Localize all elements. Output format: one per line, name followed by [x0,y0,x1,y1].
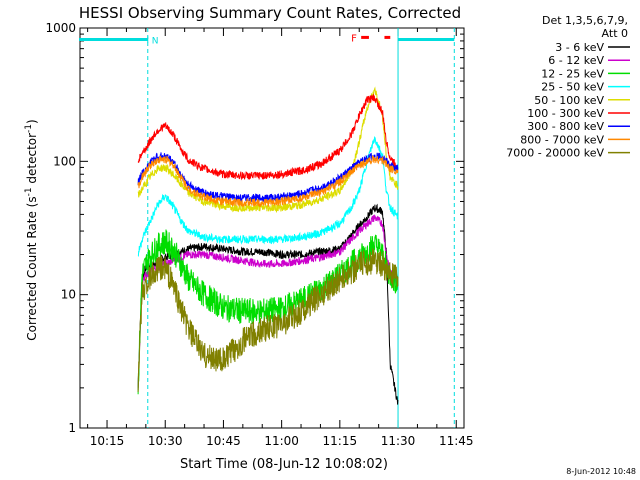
series-line-5 [137,93,399,181]
x-tick-label: 10:30 [148,434,183,448]
y-tick-label: 10 [61,288,76,302]
timestamp: 8-Jun-2012 10:48 [566,467,636,476]
x-tick-label: 11:30 [381,434,416,448]
series-line-3 [137,136,399,257]
series-line-0 [137,203,399,405]
x-tick-label: 11:00 [264,434,299,448]
legend-label: 25 - 50 keV [541,81,604,94]
legend-label: 6 - 12 keV [548,54,604,67]
legend-label: 3 - 6 keV [555,41,604,54]
legend-label: 50 - 100 keV [534,94,604,107]
legend-label: 7000 - 20000 keV [506,147,604,160]
series-line-7 [137,154,399,208]
x-tick-label: 11:15 [323,434,358,448]
legend-label: 12 - 25 keV [541,67,604,80]
x-tick-label: 10:45 [206,434,241,448]
x-axis-label: Start Time (08-Jun-12 10:08:02) [180,457,388,472]
legend-header-1: Det 1,3,5,6,7,9, [542,14,628,27]
y-axis-label: Corrected Count Rate (s-1 detector-1) [24,119,39,340]
chart-title: HESSI Observing Summary Count Rates, Cor… [79,4,461,22]
series-line-2 [137,229,399,395]
legend-label: 800 - 7000 keV [520,133,604,146]
plot-area: 1 10 100 1000 10:15 10:30 10:45 11:00 11:15 11:30… [45,21,473,448]
y-tick-label: 100 [53,154,76,168]
x-tick-label: 11:45 [439,434,474,448]
flare-label: F [351,33,357,44]
legend-label: 100 - 300 keV [527,107,604,120]
legend-label: 300 - 800 keV [527,120,604,133]
legend-header-2: Att 0 [602,27,628,40]
y-tick-label: 1 [68,421,76,435]
x-tick-label: 10:15 [90,434,125,448]
y-tick-label: 1000 [45,21,76,35]
plot-frame [79,27,465,429]
series-line-8 [137,248,399,393]
night-label: N [152,36,159,46]
